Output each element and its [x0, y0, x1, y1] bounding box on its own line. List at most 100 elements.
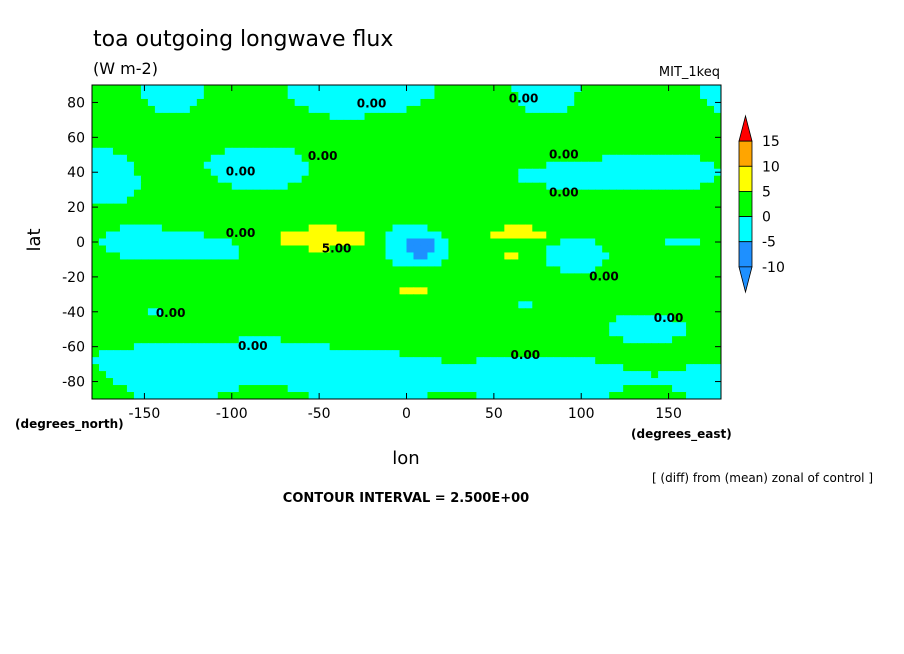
field-cell — [210, 322, 219, 330]
field-cell — [210, 266, 219, 275]
field-cell — [609, 196, 617, 205]
field-cell — [637, 112, 645, 121]
field-cell — [175, 182, 184, 191]
field-cell — [714, 210, 721, 219]
field-cell — [301, 245, 310, 254]
field-cell — [455, 98, 464, 107]
field-cell — [196, 280, 205, 288]
field-cell — [238, 189, 247, 198]
field-cell — [364, 161, 373, 170]
field-cell — [560, 133, 568, 142]
field-cell — [679, 126, 687, 135]
field-cell — [609, 154, 617, 163]
field-cell — [539, 301, 547, 309]
field-cell — [700, 301, 708, 309]
field-cell — [455, 315, 464, 323]
field-cell — [511, 196, 519, 205]
field-cell — [546, 168, 554, 177]
field-cell — [532, 133, 540, 142]
field-cell — [175, 385, 184, 393]
field-cell — [462, 280, 471, 288]
field-cell — [462, 294, 471, 302]
field-cell — [301, 231, 310, 240]
field-cell — [651, 336, 659, 344]
field-cell — [392, 224, 401, 233]
field-cell — [518, 210, 526, 219]
field-cell — [350, 287, 359, 295]
field-cell — [441, 392, 450, 399]
field-cell — [539, 210, 547, 219]
field-cell — [280, 378, 289, 386]
field-cell — [105, 133, 114, 142]
field-cell — [665, 266, 673, 275]
field-cell — [560, 147, 568, 156]
field-cell — [665, 217, 673, 226]
field-cell — [280, 308, 289, 316]
field-cell — [441, 371, 450, 379]
field-cell — [245, 252, 254, 261]
field-cell — [196, 364, 205, 372]
field-cell — [539, 343, 547, 351]
field-cell — [224, 266, 233, 275]
field-cell — [252, 105, 261, 114]
field-cell — [406, 280, 415, 288]
field-cell — [210, 245, 219, 254]
field-cell — [539, 266, 547, 275]
field-cell — [567, 315, 575, 323]
field-cell — [420, 301, 429, 309]
field-cell — [602, 182, 610, 191]
field-cell — [336, 371, 345, 379]
field-cell — [707, 98, 715, 107]
field-cell — [434, 112, 443, 121]
field-cell — [413, 259, 422, 268]
field-cell — [574, 343, 582, 351]
field-cell — [224, 168, 233, 177]
field-cell — [476, 329, 484, 337]
field-cell — [679, 385, 687, 393]
field-cell — [126, 266, 135, 275]
field-cell — [294, 168, 303, 177]
field-cell — [434, 350, 443, 358]
field-cell — [308, 350, 317, 358]
field-cell — [553, 266, 561, 275]
field-cell — [392, 168, 401, 177]
field-cell — [476, 224, 484, 233]
field-cell — [700, 259, 708, 268]
field-cell — [469, 119, 477, 128]
field-cell — [644, 294, 652, 302]
field-cell — [378, 385, 387, 393]
field-cell — [560, 140, 568, 149]
field-cell — [455, 252, 464, 261]
field-cell — [245, 119, 254, 128]
field-cell — [154, 343, 163, 351]
field-cell — [196, 126, 205, 135]
field-cell — [140, 133, 149, 142]
field-cell — [364, 336, 373, 344]
field-cell — [413, 385, 422, 393]
field-cell — [287, 245, 296, 254]
field-cell — [203, 203, 212, 212]
field-cell — [616, 357, 624, 365]
field-cell — [574, 224, 582, 233]
field-cell — [266, 182, 275, 191]
field-cell — [357, 294, 366, 302]
field-cell — [322, 266, 331, 275]
field-cell — [413, 273, 422, 281]
field-cell — [98, 392, 107, 399]
field-cell — [238, 112, 247, 121]
field-cell — [518, 175, 526, 184]
field-cell — [553, 385, 561, 393]
field-cell — [287, 161, 296, 170]
field-cell — [133, 308, 142, 316]
field-cell — [672, 371, 680, 379]
field-cell — [399, 287, 408, 295]
field-cell — [119, 371, 128, 379]
field-cell — [532, 378, 540, 386]
field-cell — [581, 119, 589, 128]
field-cell — [483, 252, 491, 261]
field-cell — [658, 133, 666, 142]
field-cell — [630, 273, 638, 281]
field-cell — [595, 378, 603, 386]
field-cell — [567, 371, 575, 379]
field-cell — [238, 196, 247, 205]
